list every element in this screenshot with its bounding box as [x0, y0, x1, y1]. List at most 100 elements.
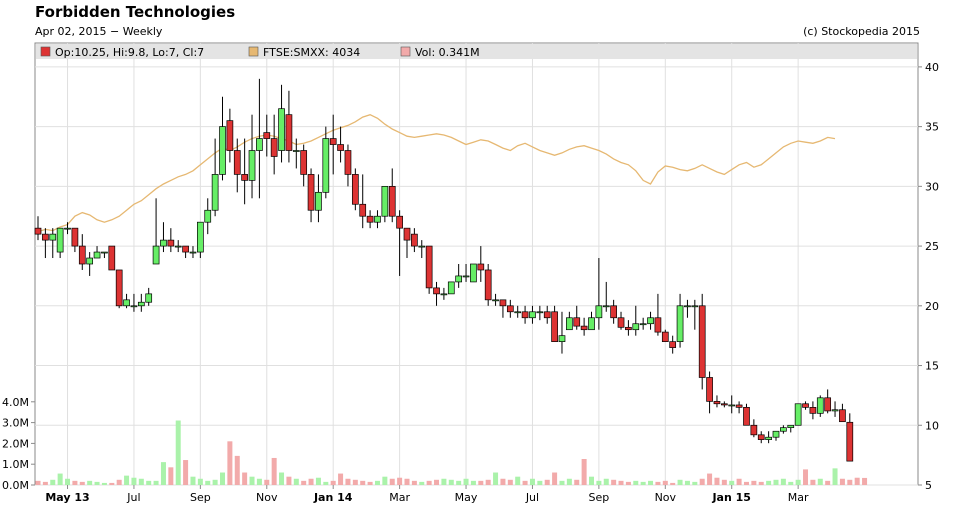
- candle-body: [824, 397, 832, 412]
- x-tick-label: May: [455, 491, 478, 504]
- candle-body: [101, 251, 108, 254]
- candle-body: [93, 251, 101, 259]
- candle-body: [484, 269, 492, 301]
- volume-bar: [367, 481, 373, 485]
- candle-body: [366, 215, 374, 223]
- candle-body: [551, 311, 558, 342]
- candle-body: [56, 227, 64, 253]
- candle-body: [625, 326, 632, 331]
- candle-body: [691, 305, 699, 308]
- volume-bar: [559, 480, 565, 485]
- candle-body: [809, 407, 817, 414]
- volume-bar: [101, 482, 107, 485]
- candle-body: [639, 323, 647, 326]
- volume-bar: [463, 478, 469, 485]
- candle-body: [233, 150, 241, 175]
- volume-bar: [795, 479, 801, 485]
- volume-bar: [803, 469, 809, 485]
- copyright-text: (c) Stockopedia 2015: [803, 25, 920, 38]
- candle-body: [285, 114, 293, 151]
- candle-body: [396, 215, 403, 229]
- y-tick-label: 25: [925, 240, 939, 253]
- candle-body: [381, 186, 389, 217]
- candle-body: [182, 245, 189, 253]
- candle-body: [684, 305, 691, 308]
- y-tick-label: 15: [925, 360, 939, 373]
- legend-swatch-index: [248, 46, 259, 57]
- volume-bar: [611, 479, 617, 485]
- candle-body: [462, 275, 470, 278]
- volume-tick-label: 1.0M: [2, 458, 29, 471]
- volume-bar: [810, 479, 816, 485]
- candle-body: [713, 401, 721, 405]
- volume-tick-label: 4.0M: [2, 396, 29, 409]
- volume-bar: [220, 472, 225, 485]
- volume-bar: [323, 481, 329, 485]
- candle-body: [654, 317, 662, 333]
- candle-body: [617, 317, 625, 328]
- candle-body: [610, 305, 617, 319]
- volume-bar: [168, 467, 174, 485]
- x-tick-label: Nov: [256, 491, 278, 504]
- y-tick-label: 35: [925, 121, 939, 134]
- candle-body: [351, 174, 359, 205]
- x-tick-label: Sep: [190, 491, 211, 504]
- volume-bar: [832, 468, 838, 485]
- volume-bar: [788, 481, 794, 485]
- volume-bar: [780, 478, 786, 485]
- candle-body: [588, 317, 595, 331]
- volume-bar: [382, 476, 388, 485]
- volume-bar: [633, 480, 639, 485]
- volume-bar: [662, 480, 668, 485]
- candle-body: [115, 269, 123, 307]
- candle-body: [425, 245, 433, 289]
- volume-bar: [485, 479, 491, 485]
- candle-body: [698, 305, 706, 378]
- volume-bar: [743, 481, 749, 485]
- volume-bar: [153, 480, 159, 485]
- volume-bar: [50, 479, 56, 485]
- volume-bar: [773, 479, 779, 485]
- candle-body: [197, 221, 204, 253]
- candle-body: [388, 186, 396, 217]
- volume-bar: [441, 478, 447, 485]
- legend-volume: Vol: 0.341M: [415, 46, 480, 59]
- volume-bar: [345, 478, 351, 485]
- candle-body: [64, 227, 71, 230]
- legend-swatch-volume: [400, 46, 411, 57]
- candle-body: [647, 317, 654, 325]
- volume-bar: [212, 479, 218, 485]
- candle-body: [137, 301, 145, 307]
- chart-period: Weekly: [122, 25, 163, 38]
- candle-body: [270, 138, 278, 157]
- candle-body: [337, 144, 344, 151]
- candle-body: [167, 239, 175, 247]
- volume-bar: [175, 420, 181, 485]
- candle-body: [49, 233, 57, 241]
- volume-bar: [522, 480, 528, 485]
- candle-body: [595, 305, 603, 319]
- volume-bar: [470, 480, 476, 485]
- volume-bar: [655, 481, 661, 485]
- volume-bar: [271, 457, 277, 485]
- candle-body: [831, 409, 839, 412]
- candle-body: [211, 174, 219, 211]
- volume-bar: [352, 479, 358, 485]
- candle-body: [499, 299, 507, 307]
- candle-body: [78, 245, 86, 265]
- candle-body: [241, 174, 248, 181]
- candle-body: [743, 407, 750, 426]
- volume-bar: [825, 480, 831, 485]
- candle-body: [315, 191, 322, 211]
- candle-body: [477, 263, 485, 271]
- volume-bar: [183, 460, 189, 485]
- candle-body: [573, 317, 581, 327]
- volume-bar: [515, 476, 521, 485]
- candle-body: [455, 275, 463, 283]
- volume-bar: [301, 480, 307, 485]
- volume-bar: [817, 478, 823, 485]
- volume-tick-label: 2.0M: [2, 437, 29, 450]
- volume-bar: [404, 478, 410, 485]
- candle-body: [543, 311, 551, 319]
- legend-index: FTSE:SMXX: 4034: [263, 46, 360, 59]
